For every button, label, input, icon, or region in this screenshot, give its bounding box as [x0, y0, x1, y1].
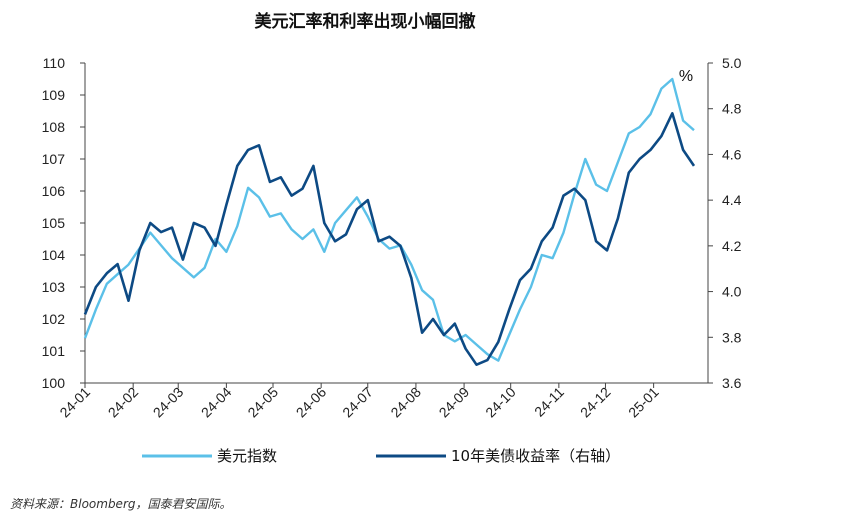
- left-tick-label: 100: [42, 375, 66, 391]
- x-tick-label: 24-03: [150, 384, 187, 421]
- right-axis-ticks: 3.6 3.8 4.0 4.2 4.4 4.6 4.8 5.0: [708, 55, 742, 391]
- right-tick-label: 5.0: [722, 55, 742, 71]
- x-tick-label: 24-05: [244, 384, 281, 421]
- series-layer: [83, 77, 696, 367]
- x-tick-label: 24-11: [531, 384, 567, 420]
- x-tick-label: 24-04: [198, 384, 235, 421]
- left-tick-label: 102: [42, 311, 66, 327]
- left-tick-label: 101: [42, 343, 66, 359]
- series-line-usd-index: [83, 77, 695, 362]
- legend: 美元指数 10年美债收益率（右轴）: [142, 447, 620, 465]
- left-tick-label: 104: [42, 247, 66, 263]
- left-tick-label: 107: [42, 151, 66, 167]
- right-axis-unit: %: [679, 68, 693, 85]
- x-axis-ticks: 24-01 24-02 24-03 24-04 24-05 24-06 24-07 24-08…: [56, 383, 662, 421]
- chart-title: 美元汇率和利率出现小幅回撤: [255, 11, 476, 32]
- x-tick-label: 24-08: [387, 384, 424, 421]
- source-note: 资料来源：Bloomberg，国泰君安国际。: [10, 497, 232, 511]
- left-tick-label: 105: [42, 215, 66, 231]
- legend-label-usd-index: 美元指数: [217, 447, 277, 465]
- x-tick-label: 24-12: [577, 384, 614, 421]
- left-tick-label: 108: [42, 119, 66, 135]
- x-tick-label: 24-02: [105, 384, 142, 421]
- left-tick-label: 110: [43, 55, 66, 71]
- right-tick-label: 4.8: [722, 101, 742, 117]
- right-tick-label: 3.8: [722, 329, 742, 345]
- series-line-us10y: [83, 112, 696, 367]
- right-tick-label: 4.6: [722, 146, 742, 162]
- right-tick-label: 3.6: [722, 375, 742, 391]
- x-tick-label: 24-07: [339, 384, 376, 421]
- legend-label-us10y: 10年美债收益率（右轴）: [451, 447, 620, 465]
- right-tick-label: 4.2: [722, 238, 742, 254]
- left-axis-ticks: 100 101 102 103 104 105 106 107 108 109 110: [42, 55, 85, 391]
- x-tick-label: 25-01: [625, 384, 662, 421]
- x-tick-label: 24-06: [293, 384, 330, 421]
- x-tick-label: 24-10: [482, 384, 519, 421]
- left-tick-label: 103: [42, 279, 66, 295]
- left-tick-label: 109: [42, 87, 66, 103]
- x-tick-label: 24-09: [436, 384, 473, 421]
- right-tick-label: 4.4: [722, 192, 742, 208]
- left-tick-label: 106: [42, 183, 66, 199]
- right-tick-label: 4.0: [722, 284, 742, 300]
